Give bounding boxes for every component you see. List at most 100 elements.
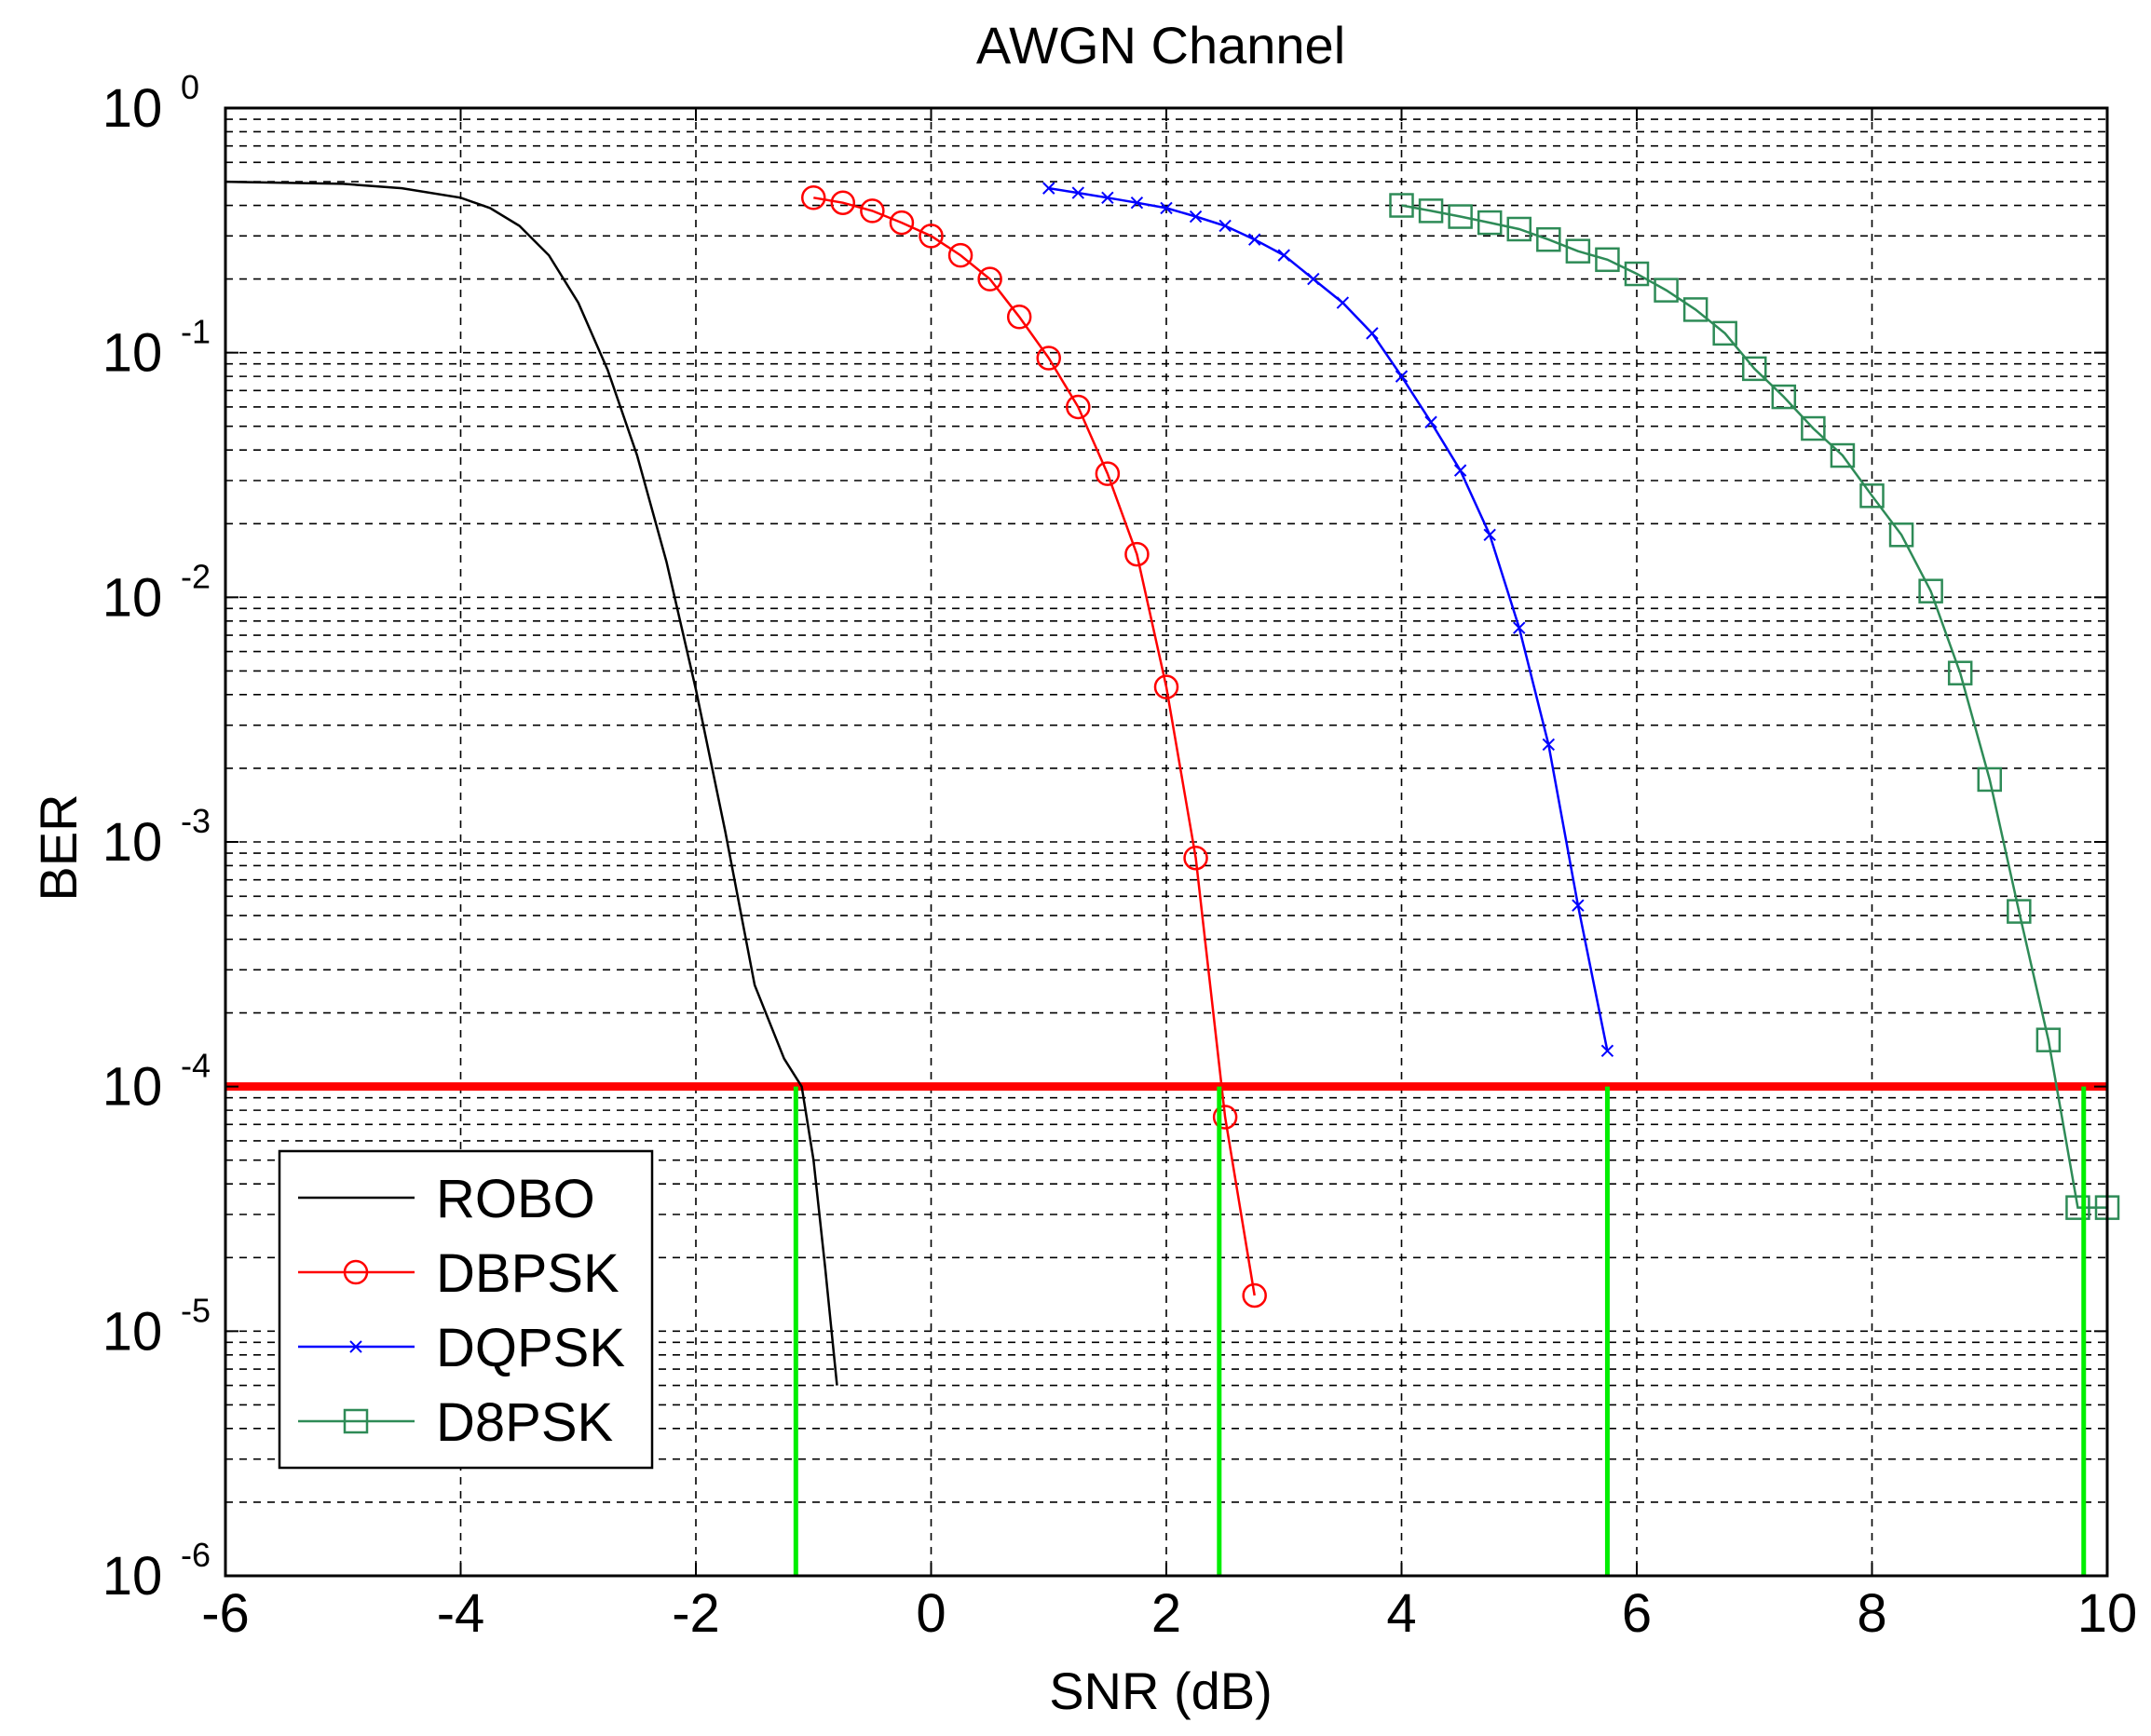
legend-label-d8psk: D8PSK <box>436 1392 614 1453</box>
data-point-dqpsk <box>1247 233 1261 246</box>
data-point-d8psk <box>1742 356 1767 382</box>
data-point-d8psk <box>1506 216 1532 242</box>
series-layer <box>225 180 2120 1386</box>
legend: ROBO DBPSK DQPSK D8PSK <box>278 1149 654 1470</box>
x-tick-label: -6 <box>201 1583 250 1644</box>
data-point-dbpsk <box>1095 461 1121 486</box>
data-point-dbpsk <box>860 198 885 224</box>
data-point-d8psk <box>1712 320 1737 346</box>
data-point-dqpsk <box>1542 738 1556 752</box>
data-point-dqpsk <box>1307 272 1320 286</box>
y-tick-exponent: -3 <box>181 802 211 840</box>
y-tick-label: 10 <box>102 1546 163 1607</box>
series-d8psk <box>1389 193 2120 1220</box>
legend-box <box>278 1149 654 1470</box>
data-point-dbpsk <box>1242 1282 1267 1309</box>
data-point-d8psk <box>2065 1195 2090 1220</box>
x-tick-label: 6 <box>1622 1583 1652 1644</box>
series-robo <box>225 180 838 1386</box>
data-point-d8psk <box>1918 578 1943 604</box>
data-point-dbpsk <box>1153 674 1179 699</box>
series-line-robo <box>225 180 838 1386</box>
y-axis-label: BER <box>29 793 88 901</box>
data-point-dqpsk <box>1071 186 1085 199</box>
crossing-layer <box>793 1086 2087 1576</box>
y-tick-label: 10 <box>102 1057 163 1118</box>
data-point-d8psk <box>2035 1027 2062 1052</box>
legend-label-dqpsk: DQPSK <box>436 1318 625 1378</box>
data-point-d8psk <box>1654 278 1679 303</box>
data-point-d8psk <box>1624 261 1650 287</box>
data-point-dqpsk <box>1513 621 1526 634</box>
data-point-d8psk <box>1389 193 1414 218</box>
data-point-dqpsk <box>1483 528 1496 541</box>
data-point-dbpsk <box>830 190 856 215</box>
y-axis-ticks: 10 0 10 -1 10 -2 10 -3 10 -4 10 -5 10 -6 <box>102 68 2107 1607</box>
series-dqpsk <box>1042 182 1614 1057</box>
chart-title: AWGN Channel <box>976 16 1345 75</box>
x-tick-label: 2 <box>1151 1583 1181 1644</box>
data-point-d8psk <box>1947 660 1973 685</box>
x-tick-label: 4 <box>1386 1583 1416 1644</box>
data-point-d8psk <box>1977 766 2002 793</box>
data-point-dqpsk <box>1453 464 1467 477</box>
x-tick-label: 10 <box>2077 1583 2138 1644</box>
data-point-dbpsk <box>919 224 944 249</box>
data-point-dbpsk <box>1066 394 1091 420</box>
data-point-d8psk <box>1536 226 1561 252</box>
data-point-d8psk <box>1682 297 1709 322</box>
data-point-dbpsk <box>947 242 973 268</box>
y-tick-label: 10 <box>102 78 163 139</box>
series-line-dbpsk <box>813 197 1256 1296</box>
data-point-dqpsk <box>1336 296 1350 309</box>
data-point-dbpsk <box>977 266 1002 292</box>
y-tick-exponent: -4 <box>181 1047 211 1085</box>
x-tick-label: -2 <box>672 1583 720 1644</box>
data-point-dbpsk <box>801 185 826 210</box>
legend-item-d8psk: D8PSK <box>298 1392 614 1453</box>
data-point-dbpsk <box>1183 845 1208 871</box>
data-point-d8psk <box>1801 415 1826 441</box>
y-tick-exponent: 0 <box>181 68 199 106</box>
data-point-d8psk <box>1888 522 1914 548</box>
data-point-dqpsk <box>1395 370 1409 383</box>
data-point-dqpsk <box>1572 899 1585 912</box>
data-point-d8psk <box>1830 442 1856 468</box>
data-point-dbpsk <box>1036 346 1061 371</box>
legend-marker-d8psk <box>343 1408 369 1434</box>
data-point-dqpsk <box>1042 182 1055 195</box>
legend-item-dbpsk: DBPSK <box>298 1243 619 1304</box>
data-point-d8psk <box>1771 384 1797 410</box>
y-tick-label: 10 <box>102 812 163 873</box>
data-point-d8psk <box>1595 247 1620 273</box>
data-point-d8psk <box>1565 238 1591 264</box>
y-tick-exponent: -6 <box>181 1536 211 1574</box>
legend-label-dbpsk: DBPSK <box>436 1243 619 1304</box>
legend-label-robo: ROBO <box>436 1169 595 1229</box>
legend-marker-dbpsk <box>343 1259 369 1285</box>
data-point-d8psk <box>1477 210 1503 236</box>
data-point-dqpsk <box>1189 210 1203 224</box>
y-tick-exponent: -1 <box>181 313 211 351</box>
y-tick-exponent: -2 <box>181 557 211 595</box>
data-point-dqpsk <box>1424 415 1437 428</box>
series-line-dqpsk <box>1048 186 1609 1051</box>
series-line-d8psk <box>1401 204 2107 1209</box>
series-dbpsk <box>801 185 1267 1309</box>
data-point-dqpsk <box>1218 219 1232 233</box>
x-tick-label: 0 <box>916 1583 946 1644</box>
x-axis-label: SNR (dB) <box>1049 1661 1273 1720</box>
legend-item-robo: ROBO <box>298 1169 595 1229</box>
data-point-d8psk <box>1859 483 1885 509</box>
data-point-dqpsk <box>1101 191 1114 204</box>
data-point-dqpsk <box>1277 249 1290 262</box>
data-point-dqpsk <box>1160 201 1173 215</box>
y-tick-exponent: -5 <box>181 1291 211 1329</box>
data-point-dqpsk <box>1366 327 1379 340</box>
data-point-dbpsk <box>1212 1105 1238 1130</box>
data-point-dqpsk <box>1130 197 1144 210</box>
y-tick-label: 10 <box>102 323 163 384</box>
legend-item-dqpsk: DQPSK <box>298 1318 625 1378</box>
data-point-d8psk <box>1418 198 1444 224</box>
